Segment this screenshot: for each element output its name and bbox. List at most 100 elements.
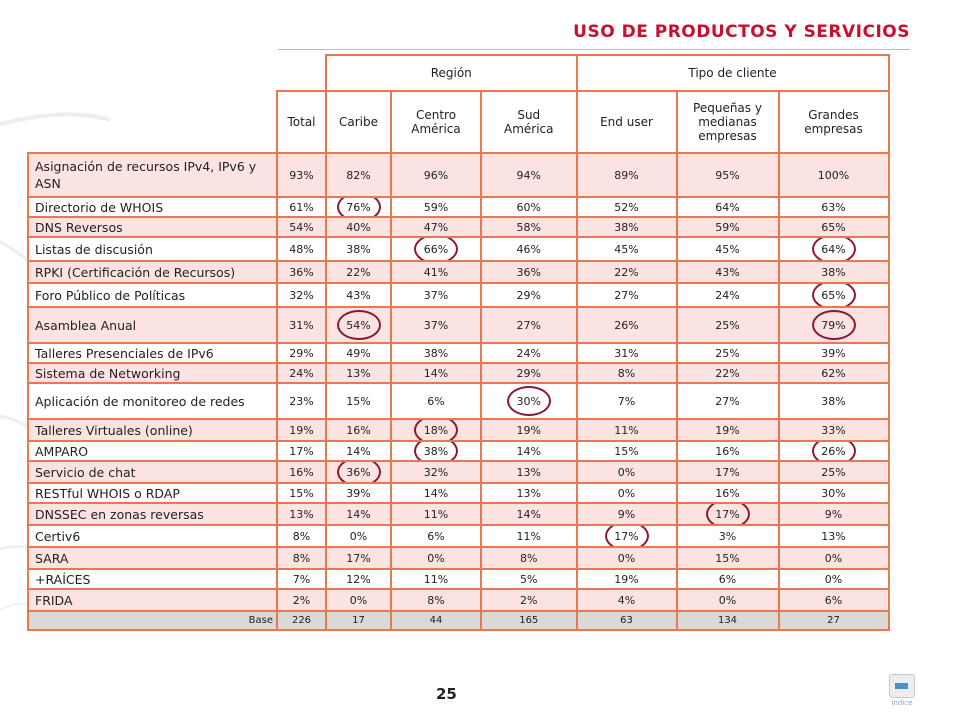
table-cell: 24%	[276, 362, 327, 384]
row-label: Foro Público de Políticas	[27, 282, 278, 308]
table-cell: 61%	[276, 196, 327, 218]
table-cell: 11%	[480, 524, 578, 548]
table-cell: 13%	[777, 524, 890, 548]
base-row: Base 226 17 44 165 63 134 27	[27, 610, 890, 631]
index-button[interactable]: índice	[888, 674, 916, 710]
table-cell: 59%	[390, 196, 482, 218]
highlighted-cell: 30%	[480, 382, 578, 420]
table-cell: 29%	[276, 342, 327, 364]
table-row: Talleres Virtuales (online) 19% 16% 18% 19% 1…	[27, 418, 890, 442]
table-row: Listas de discusión 48% 38% 66% 46% 45% 45% 64%	[27, 236, 890, 262]
table-cell: 25%	[777, 460, 890, 484]
table-cell: 33%	[777, 418, 890, 442]
table-cell: 9%	[575, 502, 678, 526]
page-number: 25	[436, 685, 457, 703]
row-label: AMPARO	[27, 440, 278, 462]
usage-table-wrapper: Región Tipo de cliente Total Caribe Cent…	[27, 54, 890, 631]
table-cell: 59%	[675, 216, 780, 238]
table-cell: 36%	[480, 260, 578, 284]
index-icon	[889, 674, 915, 698]
base-cell: 27	[777, 610, 890, 631]
highlighted-cell: 54%	[325, 306, 392, 344]
row-label: +RAÍCES	[27, 568, 278, 590]
highlighted-cell: 36%	[325, 460, 392, 484]
table-cell: 32%	[276, 282, 327, 308]
table-cell: 38%	[777, 260, 890, 284]
highlighted-cell: 18%	[390, 418, 482, 442]
table-cell: 82%	[325, 152, 392, 198]
table-cell: 27%	[575, 282, 678, 308]
table-row: Certiv6 8% 0% 6% 11% 17% 3% 13%	[27, 524, 890, 548]
base-label: Base	[27, 610, 278, 631]
table-row: Aplicación de monitoreo de redes 23% 15% 6%…	[27, 382, 890, 420]
header-group-row: Región Tipo de cliente	[28, 54, 890, 92]
base-cell: 17	[325, 610, 392, 631]
table-row: Asignación de recursos IPv4, IPv6 y ASN 9…	[27, 152, 890, 198]
base-cell: 165	[480, 610, 578, 631]
table-cell: 38%	[390, 342, 482, 364]
table-cell: 6%	[675, 568, 780, 590]
table-cell: 41%	[390, 260, 482, 284]
table-cell: 6%	[390, 382, 482, 420]
table-cell: 13%	[480, 482, 578, 504]
row-label: DNSSEC en zonas reversas	[27, 502, 278, 526]
header-region: Región	[325, 54, 578, 92]
row-label: Talleres Virtuales (online)	[27, 418, 278, 442]
row-label: Listas de discusión	[27, 236, 278, 262]
table-cell: 5%	[480, 568, 578, 590]
row-label: Sistema de Networking	[27, 362, 278, 384]
table-cell: 4%	[575, 588, 678, 612]
col-header-end-user: End user	[575, 90, 678, 154]
table-cell: 100%	[777, 152, 890, 198]
table-cell: 14%	[325, 440, 392, 462]
row-label: DNS Reversos	[27, 216, 278, 238]
table-cell: 48%	[276, 236, 327, 262]
table-cell: 32%	[390, 460, 482, 484]
table-cell: 29%	[480, 282, 578, 308]
table-cell: 9%	[777, 502, 890, 526]
table-cell: 19%	[276, 418, 327, 442]
table-cell: 96%	[390, 152, 482, 198]
row-label: RESTful WHOIS o RDAP	[27, 482, 278, 504]
table-row: DNSSEC en zonas reversas 13% 14% 11% 14% 9% 17…	[27, 502, 890, 526]
table-cell: 14%	[480, 440, 578, 462]
row-label: SARA	[27, 546, 278, 570]
col-header-total: Total	[276, 90, 327, 154]
table-row: DNS Reversos 54% 40% 47% 58% 38% 59% 65%	[27, 216, 890, 238]
title-divider	[278, 49, 910, 50]
table-cell: 29%	[480, 362, 578, 384]
page-title: USO DE PRODUCTOS Y SERVICIOS	[573, 22, 910, 42]
table-cell: 19%	[480, 418, 578, 442]
table-cell: 8%	[575, 362, 678, 384]
table-cell: 27%	[480, 306, 578, 344]
row-label: Asignación de recursos IPv4, IPv6 y ASN	[27, 152, 278, 198]
table-cell: 46%	[480, 236, 578, 262]
table-cell: 47%	[390, 216, 482, 238]
base-cell: 134	[675, 610, 780, 631]
base-cell: 63	[575, 610, 678, 631]
table-cell: 0%	[325, 588, 392, 612]
usage-table: Región Tipo de cliente Total Caribe Cent…	[27, 54, 890, 631]
table-cell: 17%	[276, 440, 327, 462]
highlighted-cell: 17%	[575, 524, 678, 548]
table-cell: 40%	[325, 216, 392, 238]
table-cell: 52%	[575, 196, 678, 218]
table-row: SARA 8% 17% 0% 8% 0% 15% 0%	[27, 546, 890, 570]
table-cell: 11%	[390, 568, 482, 590]
table-row: Foro Público de Políticas 32% 43% 37% 29% 27%…	[27, 282, 890, 308]
table-row: RESTful WHOIS o RDAP 15% 39% 14% 13% 0% 16% 30%	[27, 482, 890, 504]
table-row: RPKI (Certificación de Recursos) 36% 22% 41…	[27, 260, 890, 284]
col-header-centro-america: Centro América	[390, 90, 482, 154]
table-cell: 26%	[575, 306, 678, 344]
table-cell: 65%	[777, 216, 890, 238]
row-label: RPKI (Certificación de Recursos)	[27, 260, 278, 284]
table-cell: 14%	[390, 362, 482, 384]
highlighted-cell: 38%	[390, 440, 482, 462]
table-cell: 23%	[276, 382, 327, 420]
table-cell: 15%	[575, 440, 678, 462]
highlighted-cell: 79%	[777, 306, 890, 344]
table-cell: 30%	[777, 482, 890, 504]
base-cell: 226	[276, 610, 327, 631]
table-cell: 19%	[575, 568, 678, 590]
highlighted-cell: 17%	[675, 502, 780, 526]
